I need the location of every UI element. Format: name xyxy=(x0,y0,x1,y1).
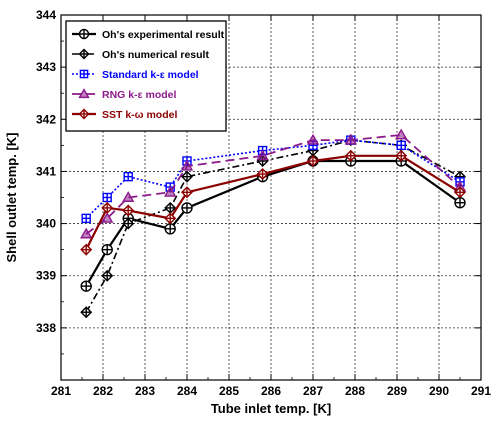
y-tick-label: 340 xyxy=(36,217,56,231)
legend-box xyxy=(65,20,227,132)
data-point xyxy=(101,269,114,282)
legend-item: RNG k-ε model xyxy=(72,88,176,101)
series-line xyxy=(85,139,461,313)
data-point xyxy=(306,133,320,145)
data-point xyxy=(454,186,466,199)
series-4 xyxy=(80,149,466,256)
data-point xyxy=(79,227,93,239)
data-point xyxy=(122,217,135,230)
series-1 xyxy=(80,134,466,319)
data-point xyxy=(454,197,466,209)
x-tick-label: 281 xyxy=(51,384,71,398)
legend-label: Oh's experimental result xyxy=(102,29,225,41)
y-tick-label: 341 xyxy=(36,164,56,178)
y-tick-label: 344 xyxy=(36,8,56,22)
legend-marker xyxy=(78,48,90,60)
tick-labels: 281 282 283 284 285 286 287 288 289 290 291 338 339 3… xyxy=(36,8,491,398)
series-2 xyxy=(81,135,465,224)
data-point xyxy=(181,186,193,199)
data-point xyxy=(307,155,319,167)
data-point xyxy=(122,204,135,217)
data-point xyxy=(80,280,92,292)
data-point xyxy=(344,133,358,145)
data-point xyxy=(123,171,133,182)
legend: Oh's experimental result Oh's numerical r… xyxy=(65,20,227,132)
x-tick-label: 284 xyxy=(177,384,197,398)
y-tick-label: 338 xyxy=(36,321,56,335)
y-tick-label: 342 xyxy=(36,112,56,126)
data-point xyxy=(100,211,114,223)
legend-marker xyxy=(78,108,90,120)
y-tick-label: 339 xyxy=(36,269,56,283)
data-point xyxy=(80,306,93,319)
legend-label: Standard k-ε model xyxy=(102,69,199,81)
data-point xyxy=(181,202,193,214)
legend-label: SST k-ω model xyxy=(102,109,177,121)
legend-item: Oh's experimental result xyxy=(72,28,225,41)
legend-label: Oh's numerical result xyxy=(102,49,209,61)
series-line xyxy=(85,159,461,287)
data-point xyxy=(396,140,406,151)
data-point xyxy=(164,212,177,225)
x-tick-label: 290 xyxy=(429,384,449,398)
data-point xyxy=(81,213,91,224)
data-point xyxy=(101,243,113,256)
series-layer xyxy=(79,128,467,319)
data-point xyxy=(80,243,93,256)
data-point xyxy=(180,159,194,171)
legend-label: RNG k-ε model xyxy=(102,89,176,101)
x-tick-label: 287 xyxy=(303,384,323,398)
series-3 xyxy=(79,128,467,239)
data-point xyxy=(164,223,176,235)
legend-item: Oh's numerical result xyxy=(72,48,209,61)
data-point xyxy=(121,191,135,202)
data-point xyxy=(256,168,269,181)
legend-marker xyxy=(79,69,89,79)
x-tick-label: 282 xyxy=(93,384,113,398)
data-point xyxy=(181,170,193,183)
data-point xyxy=(344,149,357,162)
series-line xyxy=(85,139,461,219)
x-tick-label: 286 xyxy=(261,384,281,398)
y-axis-label: Shell outlet temp. [K] xyxy=(4,133,19,263)
x-axis-label: Tube inlet temp. [K] xyxy=(211,401,331,416)
data-point xyxy=(256,149,269,161)
series-line xyxy=(85,154,461,251)
legend-item: Standard k-ε model xyxy=(72,69,199,81)
x-tick-label: 291 xyxy=(471,384,491,398)
ticks xyxy=(60,14,482,380)
x-tick-label: 289 xyxy=(387,384,407,398)
x-tick-label: 283 xyxy=(135,384,155,398)
data-point xyxy=(394,128,408,140)
data-point xyxy=(102,192,112,203)
x-tick-label: 285 xyxy=(219,384,239,398)
legend-marker xyxy=(78,88,90,99)
x-tick-label: 288 xyxy=(345,384,365,398)
data-point xyxy=(163,185,177,197)
data-point xyxy=(101,201,114,214)
legend-item: SST k-ω model xyxy=(72,108,177,121)
legend-marker xyxy=(78,28,90,40)
data-point xyxy=(395,149,408,162)
y-tick-label: 343 xyxy=(36,60,56,74)
